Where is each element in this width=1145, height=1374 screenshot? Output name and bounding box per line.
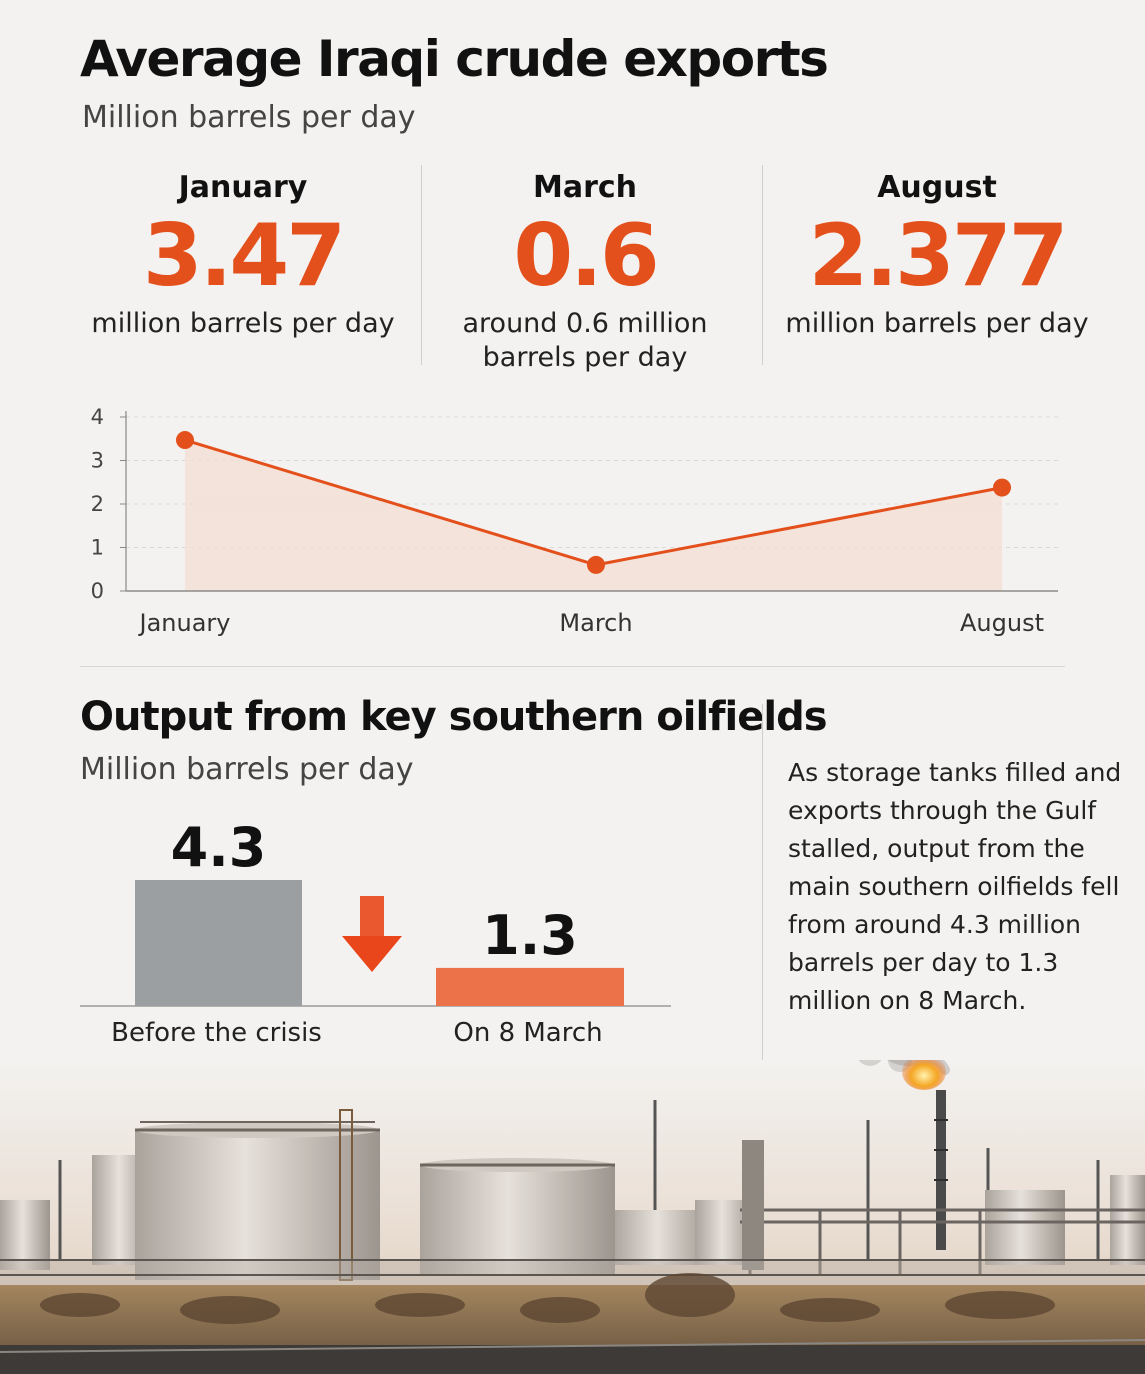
data-point-august xyxy=(993,478,1011,497)
explanation-note: As storage tanks filled and exports thro… xyxy=(788,758,1122,1015)
stat-value: 2.377 xyxy=(808,206,1068,306)
section-title: Output from key southern oilfields xyxy=(80,694,828,740)
stat-note: million barrels per day xyxy=(91,308,395,340)
stat-month: August xyxy=(877,170,997,205)
bar-chart: 4.3 Before the crisis 1.3 On 8 March xyxy=(80,816,671,1048)
bar-value-label: 4.3 xyxy=(171,816,267,879)
stat-january: January 3.47 million barrels per day xyxy=(78,170,408,341)
y-tick-label: 1 xyxy=(91,536,104,560)
area-fill xyxy=(185,440,1002,591)
x-tick-label: March xyxy=(559,609,632,637)
stat-note: million barrels per day xyxy=(785,308,1089,340)
stat-note: around 0.6 million barrels per day xyxy=(420,307,750,375)
bar-value-label: 1.3 xyxy=(482,904,578,967)
y-tick-label: 4 xyxy=(91,405,104,429)
page-subtitle: Million barrels per day xyxy=(82,100,416,135)
stat-value: 0.6 xyxy=(513,206,659,306)
bar-category-label: On 8 March xyxy=(453,1018,602,1048)
stat-divider xyxy=(762,165,763,365)
section-subtitle: Million barrels per day xyxy=(80,752,414,787)
bar-category-label: Before the crisis xyxy=(111,1018,322,1048)
y-tick-label: 0 xyxy=(91,579,104,603)
stat-divider xyxy=(421,165,422,365)
oilfield-illustration xyxy=(0,1060,1145,1374)
stat-august: August 2.377 million barrels per day xyxy=(772,170,1102,341)
section-divider xyxy=(80,666,1065,667)
stat-note-line: barrels per day xyxy=(482,342,688,374)
note-divider xyxy=(762,704,763,1060)
stat-march: March 0.6 around 0.6 million barrels per… xyxy=(420,170,750,375)
bar-0 xyxy=(135,880,302,1006)
stat-note-line: around 0.6 million xyxy=(462,308,708,340)
page-title: Average Iraqi crude exports xyxy=(80,30,829,88)
line-chart: 0 1 2 3 4 January March August xyxy=(91,405,1058,637)
bar-1 xyxy=(436,967,624,1006)
y-tick-label: 3 xyxy=(91,449,104,473)
stat-month: March xyxy=(532,170,638,205)
decline-arrow-head xyxy=(342,936,402,972)
x-tick-label: January xyxy=(138,609,231,637)
decline-arrow-shaft xyxy=(360,896,384,936)
stat-value: 3.47 xyxy=(142,206,346,306)
stat-month: January xyxy=(178,170,308,205)
x-tick-label: August xyxy=(960,609,1044,637)
data-point-march xyxy=(587,555,605,574)
data-point-january xyxy=(176,431,194,450)
y-tick-label: 2 xyxy=(91,492,104,516)
